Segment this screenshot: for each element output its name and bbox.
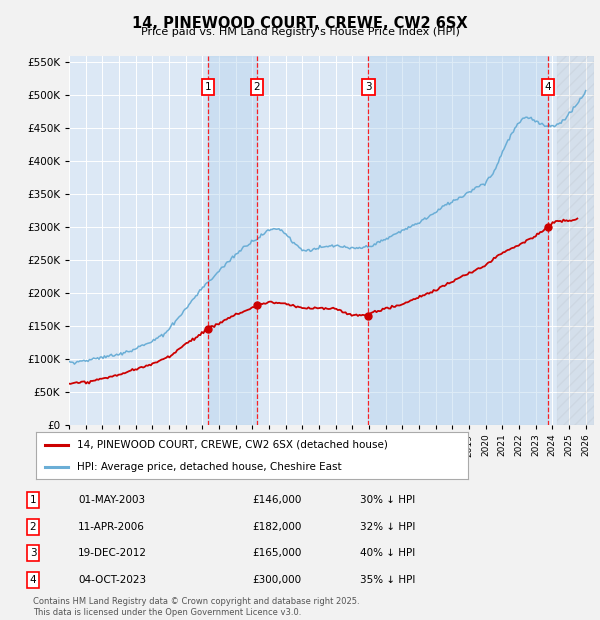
Bar <box>557 56 594 425</box>
Text: £300,000: £300,000 <box>252 575 301 585</box>
Text: 3: 3 <box>29 548 37 559</box>
Bar <box>368 56 548 425</box>
Text: 14, PINEWOOD COURT, CREWE, CW2 6SX (detached house): 14, PINEWOOD COURT, CREWE, CW2 6SX (deta… <box>77 440 388 450</box>
Text: 4: 4 <box>545 82 551 92</box>
Text: Contains HM Land Registry data © Crown copyright and database right 2025.
This d: Contains HM Land Registry data © Crown c… <box>33 598 359 617</box>
Text: 32% ↓ HPI: 32% ↓ HPI <box>360 521 415 532</box>
Text: 2: 2 <box>29 521 37 532</box>
Text: 1: 1 <box>29 495 37 505</box>
Bar <box>208 56 257 425</box>
Text: 35% ↓ HPI: 35% ↓ HPI <box>360 575 415 585</box>
Text: 19-DEC-2012: 19-DEC-2012 <box>78 548 147 559</box>
Text: £182,000: £182,000 <box>252 521 301 532</box>
Text: 2: 2 <box>254 82 260 92</box>
Text: 04-OCT-2023: 04-OCT-2023 <box>78 575 146 585</box>
Text: 01-MAY-2003: 01-MAY-2003 <box>78 495 145 505</box>
Text: 11-APR-2006: 11-APR-2006 <box>78 521 145 532</box>
Text: 3: 3 <box>365 82 372 92</box>
Text: 14, PINEWOOD COURT, CREWE, CW2 6SX: 14, PINEWOOD COURT, CREWE, CW2 6SX <box>132 16 468 30</box>
Text: £146,000: £146,000 <box>252 495 301 505</box>
Text: 1: 1 <box>205 82 211 92</box>
Text: HPI: Average price, detached house, Cheshire East: HPI: Average price, detached house, Ches… <box>77 462 341 472</box>
Text: 40% ↓ HPI: 40% ↓ HPI <box>360 548 415 559</box>
Text: £165,000: £165,000 <box>252 548 301 559</box>
Text: 4: 4 <box>29 575 37 585</box>
Text: Price paid vs. HM Land Registry's House Price Index (HPI): Price paid vs. HM Land Registry's House … <box>140 27 460 37</box>
Text: 30% ↓ HPI: 30% ↓ HPI <box>360 495 415 505</box>
